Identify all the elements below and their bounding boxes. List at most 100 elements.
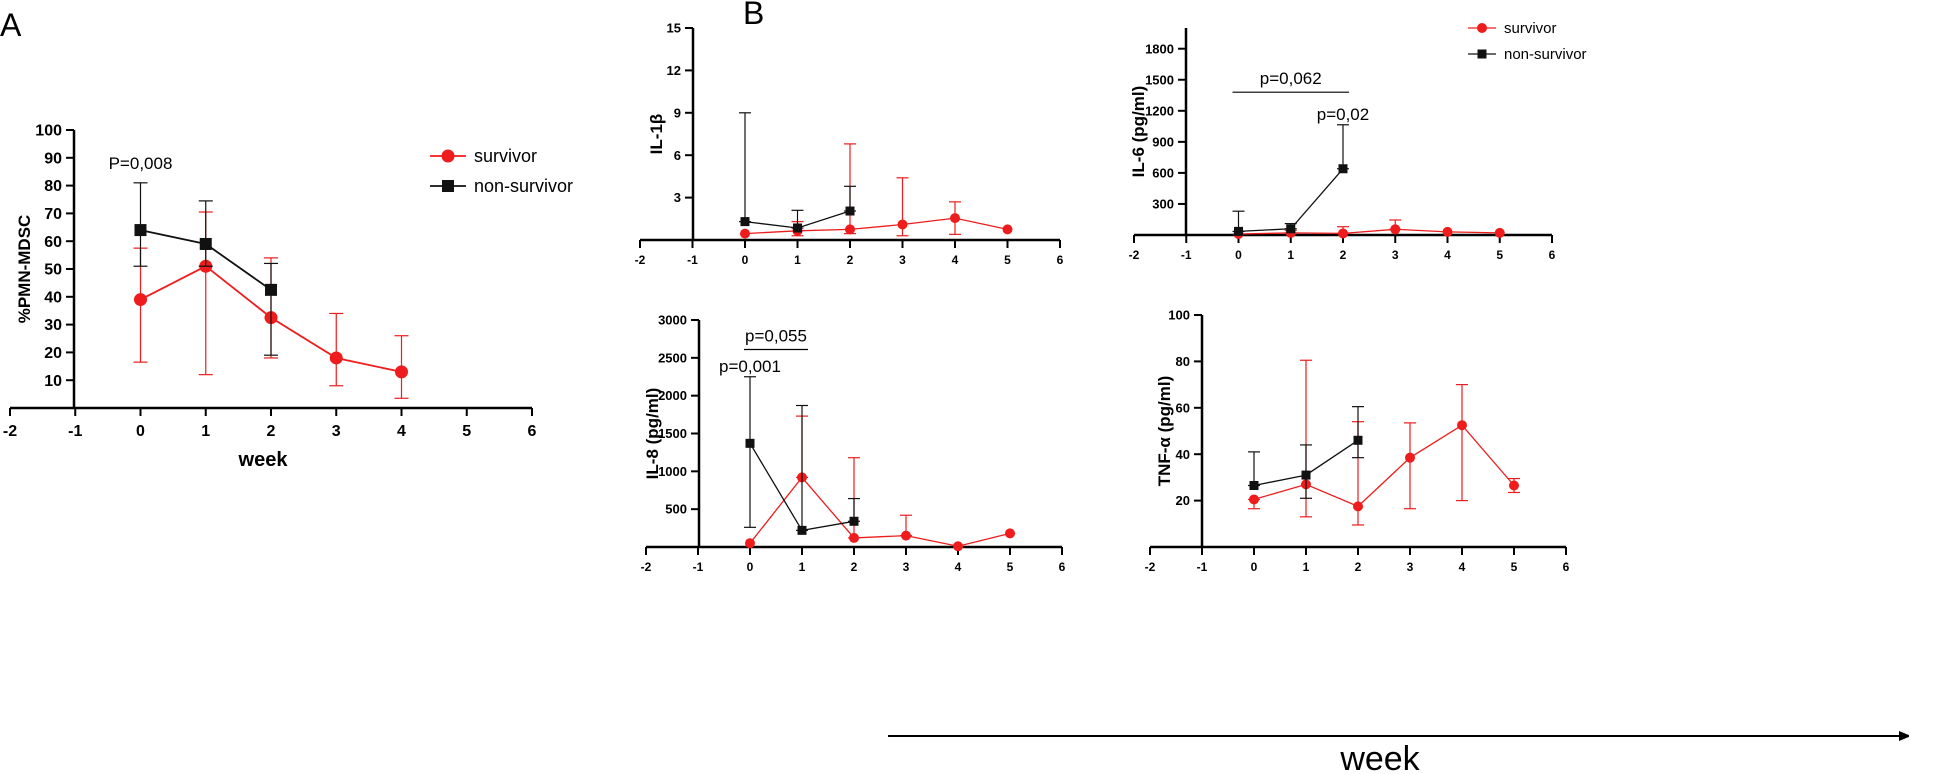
series-non-survivor [1248,406,1364,499]
data-point [845,224,855,235]
y-tick-label: 500 [665,502,687,517]
x-tick-label: 1 [1287,248,1294,262]
y-tick-label: 20 [1176,493,1190,508]
x-tick-label: 2 [1355,560,1362,574]
y-tick-label: 1500 [1145,72,1174,87]
x-tick-label: 0 [136,423,145,440]
series-survivor [1248,359,1520,526]
y-tick-label: 100 [35,123,62,140]
data-point [1353,501,1363,512]
bottom-week-label: week [1339,740,1420,774]
y-tick-label: 15 [667,21,681,36]
data-point [950,213,960,224]
annotation-label: p=0,001 [719,357,781,376]
x-tick-label: 1 [799,560,806,574]
x-tick-label: 6 [1059,560,1066,574]
y-tick-label: 100 [1168,308,1190,323]
data-point [901,530,911,541]
data-point [849,532,859,543]
x-tick-label: 1 [201,423,210,440]
legend-swatch-marker [442,180,454,192]
x-tick-label: 0 [1251,560,1258,574]
x-axis-label: week [238,449,289,471]
data-point [1286,224,1296,234]
panel-label-a: A [0,7,22,43]
chart-pmn-mdsc: -2 -1 0 1 2 3 4 5 6 10 20 30 40 50 60 70 80 90 100 %PMN-MDS… [3,123,573,471]
y-axis-label: %PMN-MDSC [15,215,34,324]
data-point [1005,528,1015,539]
y-tick-label: 1800 [1145,41,1174,56]
y-tick-label: 60 [44,234,62,251]
legend-swatch-marker [441,149,455,163]
x-tick-label: 1 [1303,560,1310,574]
data-point [849,516,859,526]
data-point [395,365,408,379]
x-tick-label: 4 [1444,248,1451,262]
annotation-label: P=0,008 [109,154,173,173]
x-tick-label: -2 [1129,248,1140,262]
legend-label: non-survivor [1504,46,1587,63]
y-tick-label: 6 [674,148,681,163]
x-tick-label: -2 [635,253,646,267]
y-axis-label: TNF-α (pg/ml) [1155,376,1174,487]
data-point [953,541,963,552]
chart-tnf: -2 -1 0 1 2 3 4 5 6 20 40 60 80 100 TNF-α (pg/ml) [1145,308,1570,574]
data-point [1494,227,1505,238]
x-tick-label: 4 [397,423,406,440]
x-tick-label: -2 [3,423,17,440]
data-point [1457,420,1467,431]
data-point [740,228,750,239]
data-point [745,538,755,549]
y-tick-label: 900 [1152,134,1174,149]
x-tick-label: 2 [847,253,854,267]
x-tick-label: 4 [1459,560,1466,574]
y-tick-label: 50 [44,262,62,279]
data-point [1442,226,1453,237]
data-point [1509,480,1519,491]
y-axis-label: IL-8 (pg/ml) [643,388,662,480]
y-tick-label: 1500 [658,426,687,441]
legend-label: survivor [474,146,537,166]
y-tick-label: 60 [1176,400,1190,415]
x-tick-label: 5 [1496,248,1503,262]
x-tick-label: 2 [851,560,858,574]
x-tick-label: 6 [1563,560,1570,574]
chart-il6: -2 -1 0 1 2 3 4 5 6 300 600 900 1200 1500 1800 IL-6 (pg… [1129,20,1587,262]
series-survivor [740,143,1013,239]
x-tick-label: -1 [68,423,82,440]
y-axis-label: IL-1β [647,114,666,155]
x-tick-label: 2 [267,423,276,440]
x-tick-label: 5 [1007,560,1014,574]
series-non-survivor [744,376,860,535]
x-tick-label: -1 [693,560,704,574]
x-tick-label: -2 [641,560,652,574]
data-point [134,293,147,307]
x-tick-label: -1 [1181,248,1192,262]
x-tick-label: 4 [955,560,962,574]
data-point [1338,228,1348,239]
significance-label: p=0,055 [745,327,807,346]
legend-swatch-marker [1477,23,1487,33]
data-point [134,224,147,237]
x-tick-label: 6 [528,423,537,440]
x-tick-label: 3 [332,423,341,440]
x-tick-label: 0 [747,560,754,574]
x-tick-label: 0 [742,253,749,267]
x-tick-label: 3 [899,253,906,267]
series-line [749,476,1011,547]
y-tick-label: 600 [1152,165,1174,180]
data-point [1390,224,1401,235]
data-point [1301,470,1311,480]
data-point [1338,164,1348,174]
series-line [1253,424,1515,508]
y-tick-label: 1200 [1145,103,1174,118]
legend: survivor non-survivor [430,146,573,196]
y-tick-label: 90 [44,150,62,167]
x-tick-label: 5 [1511,560,1518,574]
data-point [740,217,750,227]
y-tick-label: 1000 [658,464,687,479]
y-tick-label: 80 [1176,354,1190,369]
y-tick-label: 10 [44,373,62,390]
